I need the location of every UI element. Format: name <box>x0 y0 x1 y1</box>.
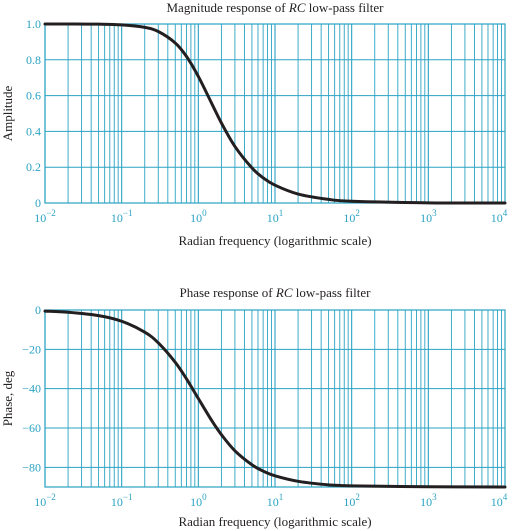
x-tick-label: 101 <box>267 492 284 509</box>
x-tick-label: 100 <box>190 492 207 509</box>
x-tick-label: 10−1 <box>111 492 133 509</box>
y-tick-label: 0.8 <box>26 53 41 67</box>
x-tick-label: 10−1 <box>111 208 133 225</box>
y-axis-label: Phase, deg <box>0 370 15 426</box>
y-tick-label: −80 <box>22 460 41 474</box>
grid <box>44 309 505 487</box>
series-line-1 <box>43 309 507 489</box>
y-tick-label: −40 <box>22 382 41 396</box>
y-tick-label: 0 <box>35 196 41 210</box>
series-line-1 <box>43 22 507 205</box>
y-tick-label: −60 <box>22 421 41 435</box>
y-tick-label: 0.4 <box>26 124 41 138</box>
x-tick-label: 102 <box>343 492 360 509</box>
y-tick-label: 0 <box>35 303 41 317</box>
y-tick-label: −20 <box>22 342 41 356</box>
y-tick-label: 1.0 <box>26 17 41 31</box>
y-tick-label: 0.2 <box>26 160 41 174</box>
x-tick-label: 100 <box>190 208 207 225</box>
x-tick-label: 102 <box>343 208 360 225</box>
x-tick-label: 103 <box>420 492 437 509</box>
plot-frame <box>44 23 506 204</box>
chart-panel-1: 0 0.2 0.4 0.6 0.8 1.0 10−2 10−1 100 101 102 103 104 R… <box>0 0 508 248</box>
y-tick-label: 0.6 <box>26 89 41 103</box>
x-axis-label: Radian frequency (logarithmic scale) <box>178 233 371 248</box>
x-tick-label: 10−2 <box>34 208 56 225</box>
x-tick-label: 101 <box>267 208 284 225</box>
x-tick-label: 104 <box>491 492 508 509</box>
chart-title: Magnitude response of RC low-pass filter <box>167 0 385 15</box>
chart-panel-2: 0 −20 −40 −60 −80 10−2 10−1 100 101 102 103 104 Radi… <box>0 285 508 529</box>
grid <box>44 23 505 204</box>
x-tick-label: 103 <box>420 208 437 225</box>
x-tick-label: 104 <box>491 208 508 225</box>
x-tick-label: 10−2 <box>34 492 56 509</box>
plot-frame <box>44 309 506 488</box>
y-axis-label: Amplitude <box>0 85 15 141</box>
x-axis-label: Radian frequency (logarithmic scale) <box>178 514 371 529</box>
chart-title: Phase response of RC low-pass filter <box>179 285 371 300</box>
